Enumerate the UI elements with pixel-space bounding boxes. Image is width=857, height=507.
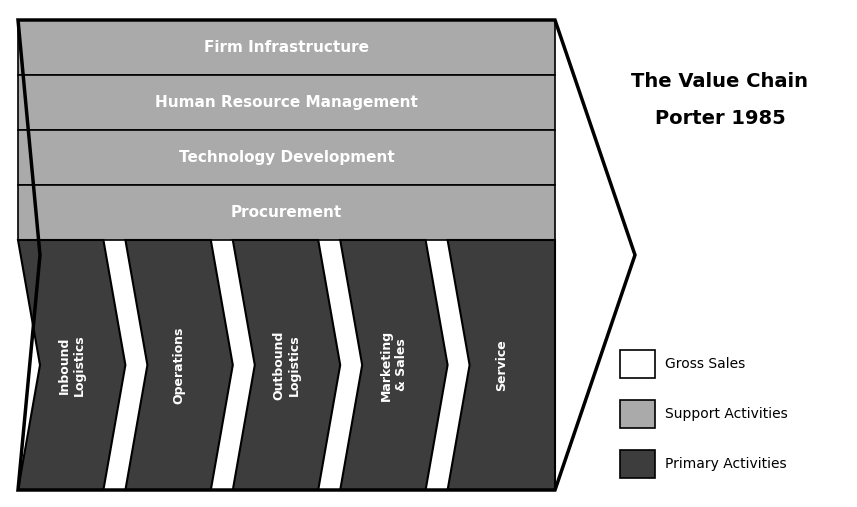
Text: Primary Activities: Primary Activities xyxy=(665,457,787,471)
Text: Gross Sales: Gross Sales xyxy=(665,357,746,371)
Text: Firm Infrastructure: Firm Infrastructure xyxy=(204,40,369,55)
Polygon shape xyxy=(18,75,555,130)
FancyBboxPatch shape xyxy=(620,400,655,428)
Text: Procurement: Procurement xyxy=(231,205,342,220)
Polygon shape xyxy=(233,240,340,490)
FancyBboxPatch shape xyxy=(620,450,655,478)
Text: Human Resource Management: Human Resource Management xyxy=(155,95,418,110)
Polygon shape xyxy=(340,240,447,490)
Text: Outbound
Logistics: Outbound Logistics xyxy=(273,331,301,400)
Text: Technology Development: Technology Development xyxy=(178,150,394,165)
Text: Inbound
Logistics: Inbound Logistics xyxy=(57,334,86,396)
FancyBboxPatch shape xyxy=(620,350,655,378)
Polygon shape xyxy=(18,20,635,490)
Text: Support Activities: Support Activities xyxy=(665,407,788,421)
Text: The Value Chain
Porter 1985: The Value Chain Porter 1985 xyxy=(632,72,808,128)
Text: Marketing
& Sales: Marketing & Sales xyxy=(380,330,408,401)
Polygon shape xyxy=(18,185,555,240)
Polygon shape xyxy=(447,240,555,490)
Polygon shape xyxy=(125,240,233,490)
Polygon shape xyxy=(18,130,555,185)
Text: Service: Service xyxy=(494,339,508,391)
Polygon shape xyxy=(18,240,125,490)
Text: Operations: Operations xyxy=(172,327,186,404)
Polygon shape xyxy=(18,20,555,75)
